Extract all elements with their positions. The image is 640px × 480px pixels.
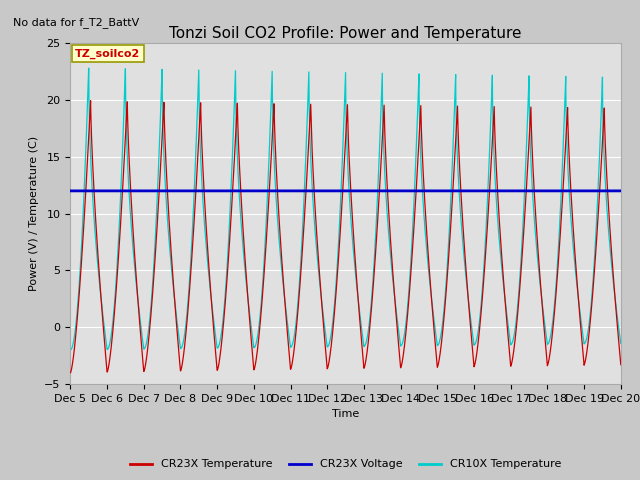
Legend: CR23X Temperature, CR23X Voltage, CR10X Temperature: CR23X Temperature, CR23X Voltage, CR10X … (125, 455, 566, 474)
X-axis label: Time: Time (332, 409, 359, 419)
Title: Tonzi Soil CO2 Profile: Power and Temperature: Tonzi Soil CO2 Profile: Power and Temper… (170, 25, 522, 41)
Text: TZ_soilco2: TZ_soilco2 (75, 49, 140, 59)
Text: No data for f_T2_BattV: No data for f_T2_BattV (13, 17, 139, 28)
Y-axis label: Power (V) / Temperature (C): Power (V) / Temperature (C) (29, 136, 39, 291)
